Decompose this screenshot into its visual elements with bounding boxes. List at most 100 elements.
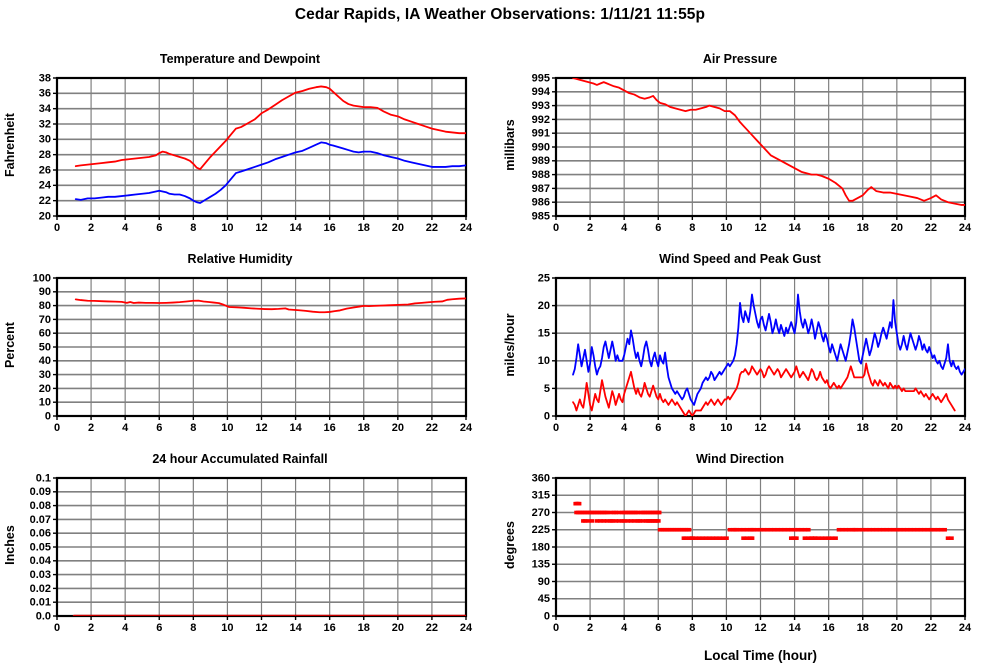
svg-text:22: 22 [925,422,937,434]
svg-text:34: 34 [39,103,52,115]
svg-text:38: 38 [39,72,51,84]
svg-text:24: 24 [959,622,972,634]
svg-text:986: 986 [532,197,550,209]
svg-text:18: 18 [358,222,370,234]
svg-text:2: 2 [587,622,593,634]
svg-text:6: 6 [655,222,661,234]
svg-text:10: 10 [538,355,550,367]
svg-text:992: 992 [532,114,550,126]
svg-text:24: 24 [959,222,972,234]
svg-text:989: 989 [532,155,550,167]
svg-text:985: 985 [532,210,550,222]
svg-text:12: 12 [754,622,766,634]
chart-title-humidity: Relative Humidity [187,252,293,266]
svg-text:0: 0 [553,222,559,234]
svg-text:80: 80 [39,300,51,312]
y-axis-label-wind_speed: miles/hour [503,313,517,377]
svg-text:8: 8 [190,622,196,634]
svg-text:60: 60 [39,328,51,340]
gridlines-wind_speed [556,278,965,416]
svg-text:8: 8 [689,222,695,234]
svg-text:30: 30 [39,369,51,381]
svg-text:0: 0 [54,422,60,434]
series-group-temperature [74,85,466,204]
y-axis-label-pressure: millibars [503,119,517,171]
line-series [572,293,965,406]
svg-text:990: 990 [532,141,550,153]
svg-text:18: 18 [857,222,869,234]
svg-text:0: 0 [45,410,51,422]
svg-text:6: 6 [156,622,162,634]
svg-text:90: 90 [538,576,550,588]
svg-text:18: 18 [358,622,370,634]
svg-text:10: 10 [221,422,233,434]
svg-text:12: 12 [754,422,766,434]
y-axis-label-wind_direction: degrees [503,521,517,569]
y-axis-label-humidity: Percent [3,322,17,368]
svg-text:10: 10 [720,622,732,634]
svg-text:8: 8 [689,422,695,434]
svg-text:4: 4 [621,222,628,234]
svg-text:0.1: 0.1 [36,472,51,484]
svg-text:360: 360 [532,472,550,484]
svg-text:0.05: 0.05 [30,541,51,553]
svg-text:22: 22 [426,222,438,234]
svg-text:20: 20 [39,383,51,395]
svg-text:10: 10 [720,422,732,434]
svg-text:90: 90 [39,286,51,298]
svg-text:20: 20 [891,422,903,434]
svg-text:0.06: 0.06 [30,528,51,540]
svg-text:20: 20 [392,222,404,234]
svg-text:10: 10 [221,622,233,634]
gridlines-temperature [57,78,466,216]
svg-text:22: 22 [925,222,937,234]
svg-text:22: 22 [925,622,937,634]
svg-text:8: 8 [190,422,196,434]
svg-text:24: 24 [460,622,473,634]
chart-title-rainfall: 24 hour Accumulated Rainfall [152,452,328,466]
gridlines-humidity [57,278,466,416]
svg-text:0: 0 [54,622,60,634]
svg-text:24: 24 [959,422,972,434]
chart-panel-temperature: Temperature and Dewpoint Fahrenheit 20 22 24… [0,52,480,247]
svg-text:4: 4 [122,622,129,634]
svg-text:28: 28 [39,149,51,161]
svg-text:50: 50 [39,341,51,353]
svg-text:16: 16 [324,222,336,234]
svg-text:4: 4 [122,422,129,434]
svg-text:0.07: 0.07 [30,514,51,526]
svg-text:988: 988 [532,169,550,181]
svg-text:22: 22 [426,622,438,634]
svg-text:14: 14 [289,622,302,634]
svg-text:25: 25 [538,272,550,284]
svg-text:0: 0 [553,622,559,634]
svg-text:4: 4 [621,622,628,634]
chart-panel-wind-speed: Wind Speed and Peak Gust miles/hour 0 5 10 15… [500,252,980,447]
svg-text:16: 16 [823,422,835,434]
svg-text:993: 993 [532,100,550,112]
line-series [572,78,965,206]
svg-text:0.03: 0.03 [30,569,51,581]
line-series [74,297,466,314]
series-group-wind_direction [573,501,954,540]
svg-text:15: 15 [538,328,550,340]
svg-text:12: 12 [754,222,766,234]
series-group-humidity [74,297,466,314]
svg-text:12: 12 [255,222,267,234]
svg-text:987: 987 [532,183,550,195]
svg-text:0.01: 0.01 [30,597,51,609]
svg-text:45: 45 [538,593,550,605]
svg-text:18: 18 [857,422,869,434]
svg-text:24: 24 [460,422,473,434]
svg-text:20: 20 [392,422,404,434]
line-series [74,85,466,171]
svg-text:100: 100 [33,272,51,284]
svg-text:4: 4 [122,222,129,234]
svg-text:70: 70 [39,314,51,326]
svg-text:16: 16 [823,622,835,634]
